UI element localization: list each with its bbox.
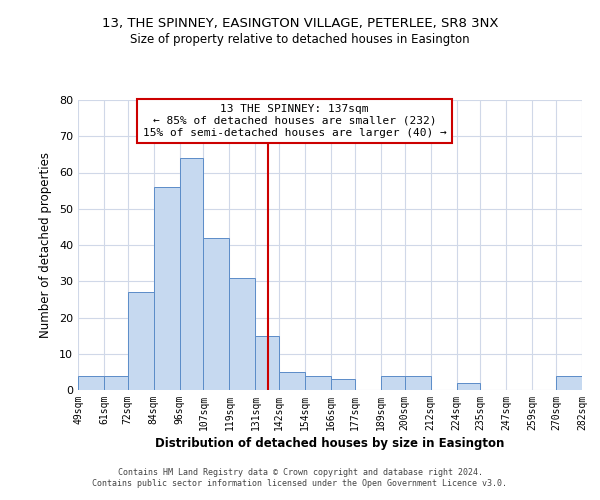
Bar <box>256 336 279 390</box>
Bar <box>229 278 256 390</box>
Y-axis label: Number of detached properties: Number of detached properties <box>39 152 52 338</box>
Bar <box>78 376 104 390</box>
Bar <box>104 376 128 390</box>
Bar <box>154 187 179 390</box>
Bar <box>179 158 203 390</box>
Bar <box>404 376 431 390</box>
Bar <box>331 379 355 390</box>
Text: Contains HM Land Registry data © Crown copyright and database right 2024.
Contai: Contains HM Land Registry data © Crown c… <box>92 468 508 487</box>
Bar <box>279 372 305 390</box>
Text: 13, THE SPINNEY, EASINGTON VILLAGE, PETERLEE, SR8 3NX: 13, THE SPINNEY, EASINGTON VILLAGE, PETE… <box>102 18 498 30</box>
Bar <box>381 376 404 390</box>
Bar <box>128 292 154 390</box>
Bar <box>556 376 582 390</box>
Text: 13 THE SPINNEY: 137sqm
← 85% of detached houses are smaller (232)
15% of semi-de: 13 THE SPINNEY: 137sqm ← 85% of detached… <box>143 104 446 138</box>
Bar <box>203 238 229 390</box>
X-axis label: Distribution of detached houses by size in Easington: Distribution of detached houses by size … <box>155 437 505 450</box>
Bar <box>305 376 331 390</box>
Text: Size of property relative to detached houses in Easington: Size of property relative to detached ho… <box>130 32 470 46</box>
Bar <box>457 383 481 390</box>
